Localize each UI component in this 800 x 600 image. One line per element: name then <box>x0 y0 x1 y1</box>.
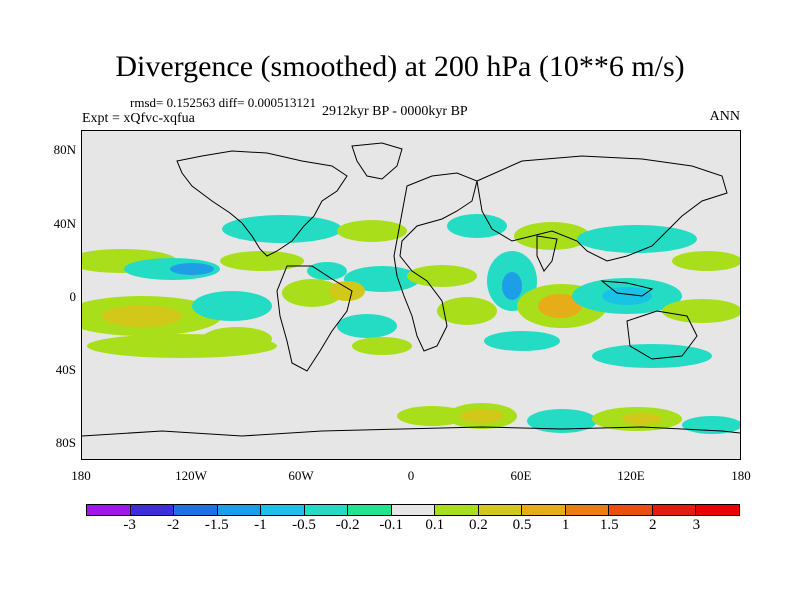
colorbar-tick-label: 0.2 <box>469 517 488 533</box>
colorbar-tick-label: 1 <box>561 517 570 533</box>
colorbar-box <box>130 505 175 515</box>
colorbar-box <box>304 505 349 515</box>
field-patch <box>102 305 182 327</box>
y-tick-label: 40S <box>55 362 76 377</box>
colorbar-box <box>609 505 653 515</box>
field-patch <box>397 406 467 426</box>
colorbar-tick-label: -1 <box>254 517 267 533</box>
field-patch <box>344 266 420 292</box>
map-svg <box>62 131 742 459</box>
field-patch <box>502 272 522 300</box>
field-patch <box>337 220 407 242</box>
field-patch <box>602 287 652 305</box>
colorbar-box <box>261 505 305 515</box>
field-patch <box>577 225 697 253</box>
season-label: ANN <box>709 109 740 124</box>
colorbar <box>86 504 740 516</box>
x-tick-label: 0 <box>407 468 415 483</box>
colorbar-box <box>565 505 610 515</box>
coastlines <box>81 142 741 437</box>
colorbar-tick-label: -0.2 <box>335 517 360 533</box>
colorbar-tick-label: -2 <box>166 517 180 533</box>
colorbar-box <box>652 505 697 515</box>
colorbar-box <box>217 505 262 515</box>
colorbar-tick-label: 0.1 <box>425 517 445 533</box>
colorbar-box <box>174 505 218 515</box>
x-tick-label: 180 <box>731 468 751 483</box>
field-patch <box>592 344 712 368</box>
colorbar-box <box>478 505 523 515</box>
colorbar-tick-label: -0.1 <box>379 517 404 533</box>
field-patch <box>352 337 412 355</box>
y-tick-label: 80N <box>53 142 76 157</box>
colorbar-box <box>696 505 739 515</box>
field-patch <box>622 413 662 425</box>
colorbar-tick-label: -1.5 <box>204 517 229 533</box>
field-patch <box>282 279 342 307</box>
y-tick-label: 0 <box>69 289 77 304</box>
field-patch <box>222 215 342 243</box>
field-patch <box>192 291 272 321</box>
colorbar-box <box>87 505 131 515</box>
field-patch <box>437 297 497 325</box>
colorbar-box <box>435 505 479 515</box>
field-patch <box>672 251 742 271</box>
field-patch <box>514 222 590 250</box>
colorbar-tick-label: -0.5 <box>292 517 316 533</box>
stats-label: rmsd= 0.152563 diff= 0.000513121 <box>130 95 316 110</box>
x-tick-label: 60W <box>288 468 314 483</box>
period-label: 2912kyr BP - 0000kyr BP <box>322 104 468 119</box>
map-panel <box>62 130 742 460</box>
field-patch <box>337 314 397 338</box>
experiment-label: Expt = xQfvc-xqfua <box>82 111 195 126</box>
y-tick-label: 80S <box>55 435 76 450</box>
x-tick-label: 180 <box>71 468 91 483</box>
colorbar-tick-label: 0.5 <box>512 517 532 533</box>
colorbar-tick-label: 3 <box>692 517 701 533</box>
field-patch <box>307 262 347 280</box>
field-patch <box>460 409 504 423</box>
colorbar-box <box>522 505 566 515</box>
field-patch <box>329 281 365 301</box>
field-patch <box>447 214 507 238</box>
colorbar-tick-label: -3 <box>123 517 136 533</box>
x-tick-label: 60E <box>510 468 532 483</box>
figure-title: Divergence (smoothed) at 200 hPa (10**6 … <box>115 50 685 83</box>
colorbar-box <box>348 505 392 515</box>
field-patch <box>87 334 277 358</box>
colorbar-tick-label: 1.5 <box>599 517 619 533</box>
x-tick-label: 120W <box>175 468 207 483</box>
colorbar-box <box>391 505 436 515</box>
x-tick-label: 120E <box>617 468 645 483</box>
field-patch <box>538 294 582 318</box>
y-tick-label: 40N <box>53 216 76 231</box>
field-patch <box>407 265 477 287</box>
divergence-field <box>62 214 742 434</box>
field-patch <box>484 331 560 351</box>
field-patch <box>682 416 742 434</box>
colorbar-tick-label: 2 <box>649 517 657 533</box>
field-patch <box>662 299 742 323</box>
field-patch <box>527 409 597 433</box>
field-patch <box>170 263 214 275</box>
field-patch <box>220 251 304 271</box>
